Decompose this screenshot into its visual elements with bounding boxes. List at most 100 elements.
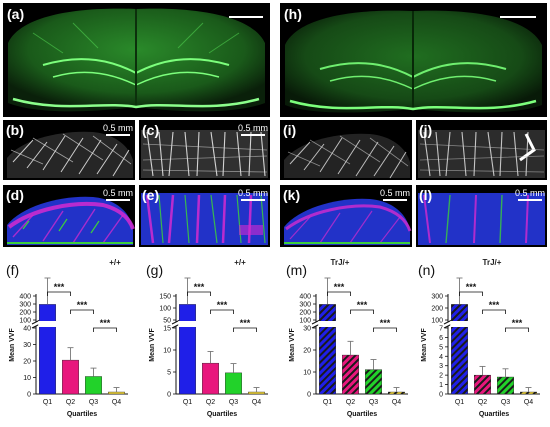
scale-bar-label: 0.5 mm xyxy=(238,123,269,133)
panel-label-e: (e) xyxy=(142,187,160,203)
y-tick-label: 3 xyxy=(439,363,443,370)
scale-bar-label: 0.5 mm xyxy=(103,188,134,198)
bar-q4 xyxy=(388,391,405,395)
y-tick-label: 150 xyxy=(159,294,171,301)
bar-q2 xyxy=(202,362,219,395)
panel-k-image: (k) 0.5 mm xyxy=(280,185,412,247)
significance-label: *** xyxy=(100,318,111,328)
brain-section-wt xyxy=(8,8,265,112)
scale-bar xyxy=(229,16,263,18)
scale-bar-label: 0.5 mm xyxy=(103,123,134,133)
significance-label: *** xyxy=(54,282,65,292)
y-tick-label: 0 xyxy=(167,392,171,399)
y-axis-title: Mean VVF xyxy=(9,328,16,362)
significance-label: *** xyxy=(334,282,345,292)
y-tick-label: 5 xyxy=(439,344,443,351)
bar-q3 xyxy=(497,376,514,395)
significance-bracket xyxy=(505,327,529,332)
y-tick-label: 7 xyxy=(439,326,443,333)
panel-h-image: (h) xyxy=(280,3,547,117)
significance-bracket xyxy=(373,327,397,332)
bar-q4 xyxy=(108,391,125,395)
bar-q3 xyxy=(365,369,382,395)
scale-bar-label: 0.5 mm xyxy=(238,188,269,198)
panel-a-image: (a) xyxy=(3,3,270,117)
bar-chart-m: 400 300 200 100 30 20 10 0 Q1 Q2 Q3 Q4 *** *** *** Quar… xyxy=(286,277,418,422)
significance-bracket xyxy=(70,309,94,314)
bar-break xyxy=(178,321,197,327)
significance-bracket xyxy=(350,309,374,314)
significance-label: *** xyxy=(240,318,251,328)
vessel-map-cortex-wt xyxy=(141,130,268,178)
x-tick-label: Q2 xyxy=(346,399,355,406)
panel-label-l: (l) xyxy=(419,187,433,203)
y-axis-title: Mean VVF xyxy=(421,328,428,362)
scale-bar xyxy=(241,199,265,201)
y-tick-label: 5 xyxy=(167,370,171,377)
genotype-label-n: TrJ/+ xyxy=(482,258,502,267)
y-tick-label: 30 xyxy=(23,342,31,349)
x-tick-label: Q2 xyxy=(478,399,487,406)
scale-bar xyxy=(106,134,130,136)
x-tick-label: Q4 xyxy=(112,399,121,406)
significance-label: *** xyxy=(357,300,368,310)
bar-q2 xyxy=(342,354,359,395)
y-tick-label: 20 xyxy=(303,348,311,355)
y-tick-label: 100 xyxy=(159,306,171,313)
panel-label-d: (d) xyxy=(6,187,24,203)
x-tick-label: Q3 xyxy=(501,399,510,406)
bar-chart-g: 150 100 50 15 10 5 0 Q1 Q2 Q3 Q4 *** *** *** Quartiles… xyxy=(146,277,278,422)
y-tick-label: 50 xyxy=(163,318,171,325)
x-axis-title: Quartiles xyxy=(67,411,97,418)
panel-label-i: (i) xyxy=(283,122,297,138)
scale-bar xyxy=(518,199,542,201)
y-tick-label: 0 xyxy=(439,392,443,399)
significance-bracket xyxy=(327,291,351,296)
panel-label-a: (a) xyxy=(7,6,25,22)
bar-q3 xyxy=(85,376,102,395)
significance-label: *** xyxy=(489,300,500,310)
x-tick-label: Q2 xyxy=(66,399,75,406)
panel-label-b: (b) xyxy=(6,122,24,138)
y-tick-label: 10 xyxy=(303,370,311,377)
x-tick-label: Q3 xyxy=(89,399,98,406)
y-tick-label: 40 xyxy=(23,326,31,333)
bar-q2 xyxy=(474,374,491,395)
vessel-map-hippocampus-trj xyxy=(284,133,410,179)
y-tick-label: 100 xyxy=(19,318,31,325)
panel-c-image: (c) 0.5 mm xyxy=(139,120,270,180)
significance-label: *** xyxy=(194,282,205,292)
bar-chart-f: 400 300 200 100 40 30 20 10 0 Q1 Q2 Q3 Q4 *** *** *** Qu… xyxy=(6,277,138,422)
axis-break xyxy=(443,319,453,325)
quartile-overlay-hippocampus-wt xyxy=(7,196,135,245)
panel-label-j: (j) xyxy=(419,122,433,138)
significance-label: *** xyxy=(512,318,523,328)
x-tick-label: Q4 xyxy=(524,399,533,406)
y-tick-label: 300 xyxy=(19,302,31,309)
panel-label-k: (k) xyxy=(283,187,301,203)
quartile-overlay-hippocampus-trj xyxy=(284,198,412,245)
bar-q4 xyxy=(248,391,265,395)
bar-break xyxy=(38,321,57,327)
x-axis-title: Quartiles xyxy=(479,411,509,418)
y-tick-label: 100 xyxy=(299,318,311,325)
bar-q3 xyxy=(225,372,242,395)
significance-label: *** xyxy=(380,318,391,328)
panel-label-m: (m) xyxy=(286,262,307,278)
y-tick-label: 2 xyxy=(439,373,443,380)
significance-bracket xyxy=(210,309,234,314)
panel-d-image: (d) 0.5 mm xyxy=(3,185,135,247)
significance-label: *** xyxy=(77,300,88,310)
panel-label-f: (f) xyxy=(6,262,20,278)
scale-bar-label: 0.5 mm xyxy=(515,188,546,198)
x-tick-label: Q3 xyxy=(229,399,238,406)
significance-label: *** xyxy=(217,300,228,310)
y-tick-label: 400 xyxy=(19,294,31,301)
bar-break xyxy=(450,321,469,327)
bar-q1 xyxy=(179,304,196,395)
x-axis-title: Quartiles xyxy=(347,411,377,418)
y-tick-label: 100 xyxy=(431,318,443,325)
x-tick-label: Q3 xyxy=(369,399,378,406)
scale-bar xyxy=(500,16,536,18)
